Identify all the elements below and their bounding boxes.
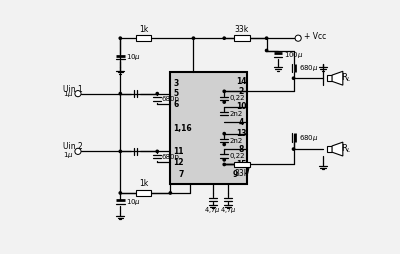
Circle shape (223, 101, 226, 103)
Text: Uin 2: Uin 2 (62, 142, 82, 151)
Bar (136, 36, 151, 41)
Circle shape (75, 90, 81, 97)
Text: 680p: 680p (162, 154, 180, 160)
Text: 1$\mu$: 1$\mu$ (62, 150, 73, 160)
Circle shape (223, 37, 226, 39)
Text: 4,7$\mu$: 4,7$\mu$ (220, 205, 236, 215)
Circle shape (223, 159, 226, 161)
Polygon shape (332, 142, 343, 156)
Text: 5: 5 (174, 89, 179, 98)
Text: 680p: 680p (162, 96, 180, 102)
Text: 10$\mu$: 10$\mu$ (126, 52, 141, 62)
Circle shape (192, 37, 195, 39)
Text: 2: 2 (238, 87, 244, 96)
Text: 4: 4 (238, 118, 244, 126)
Text: R$_L$: R$_L$ (341, 143, 352, 155)
Bar (328, 146, 332, 152)
Circle shape (223, 133, 226, 135)
Text: 2n2: 2n2 (230, 138, 243, 144)
Text: 0,22: 0,22 (230, 95, 245, 101)
Text: 15: 15 (236, 160, 246, 169)
Circle shape (292, 148, 295, 150)
Circle shape (223, 90, 226, 92)
Text: 8: 8 (238, 145, 244, 154)
Text: 680$\mu$: 680$\mu$ (299, 63, 318, 73)
Text: 0,22: 0,22 (230, 153, 245, 159)
Bar (234, 36, 250, 41)
Text: + Vcc: + Vcc (304, 32, 326, 41)
Circle shape (223, 163, 226, 166)
Text: 14: 14 (236, 77, 246, 86)
Text: 10: 10 (236, 102, 246, 111)
Circle shape (75, 148, 81, 154)
Text: 33k: 33k (235, 169, 249, 178)
Text: 100$\mu$: 100$\mu$ (284, 50, 303, 60)
Bar (136, 190, 151, 196)
Text: 11: 11 (173, 147, 183, 156)
Circle shape (156, 92, 158, 95)
Circle shape (119, 37, 122, 39)
Circle shape (266, 37, 268, 39)
Text: 1k: 1k (139, 179, 148, 188)
Text: 13: 13 (236, 129, 246, 138)
Bar (170, 72, 247, 184)
Circle shape (169, 192, 172, 194)
Text: 680$\mu$: 680$\mu$ (299, 133, 318, 142)
Circle shape (119, 192, 122, 194)
Text: 1$\mu$: 1$\mu$ (62, 89, 73, 99)
Circle shape (295, 35, 301, 41)
Text: Uin 1: Uin 1 (62, 85, 82, 93)
Text: 2n2: 2n2 (230, 111, 243, 117)
Circle shape (292, 77, 295, 79)
Circle shape (156, 150, 158, 152)
Text: 33k: 33k (235, 25, 249, 34)
Bar (328, 75, 332, 81)
Circle shape (119, 92, 122, 95)
Text: 1,16: 1,16 (173, 124, 192, 133)
Text: 4,7$\mu$: 4,7$\mu$ (204, 205, 221, 215)
Circle shape (266, 49, 268, 52)
Circle shape (223, 143, 226, 146)
Text: 9: 9 (232, 170, 238, 179)
Text: 3: 3 (174, 79, 179, 88)
Bar (234, 162, 250, 167)
Text: 7: 7 (178, 170, 184, 179)
Polygon shape (332, 71, 343, 85)
Text: 6: 6 (174, 100, 179, 109)
Text: 1k: 1k (139, 25, 148, 34)
Text: 10$\mu$: 10$\mu$ (126, 197, 141, 207)
Circle shape (119, 150, 122, 152)
Text: R$_L$: R$_L$ (341, 72, 352, 85)
Text: 12: 12 (173, 158, 183, 167)
